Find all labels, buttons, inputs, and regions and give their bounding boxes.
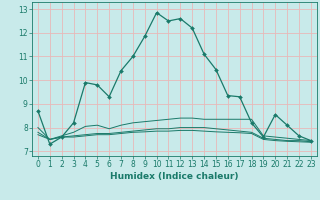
X-axis label: Humidex (Indice chaleur): Humidex (Indice chaleur) xyxy=(110,172,239,181)
